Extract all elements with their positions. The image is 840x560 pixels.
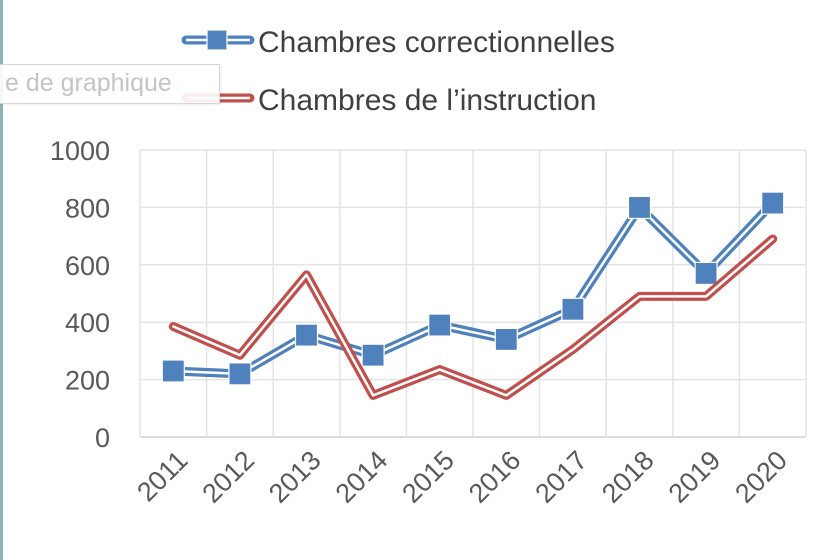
data-point-0-7[interactable] <box>627 195 652 219</box>
data-point-0-2[interactable] <box>294 323 319 347</box>
legend: Chambres correctionnelles Chambres de l’… <box>181 26 615 117</box>
chart-area-tooltip: e de graphique <box>0 64 220 104</box>
y-tick-label-2: 400 <box>65 308 110 338</box>
data-point-0-6[interactable] <box>561 297 585 321</box>
series-line-inner-1 <box>172 237 774 397</box>
x-tick-label-4: 2015 <box>396 445 460 509</box>
x-axis-ticks: 2011 2012 2013 2014 2015 2016 2017 2018 2019 2020 <box>131 445 793 509</box>
data-point-0-4[interactable] <box>428 313 452 337</box>
data-point-0-9[interactable] <box>761 191 785 215</box>
data-point-0-1[interactable] <box>228 362 252 386</box>
y-tick-label-3: 600 <box>65 251 110 281</box>
x-tick-label-2: 2013 <box>263 445 327 509</box>
data-point-0-5[interactable] <box>494 327 518 352</box>
data-point-0-3[interactable] <box>361 343 385 367</box>
data-point-0-8[interactable] <box>694 261 718 286</box>
data-point-0-0[interactable] <box>161 359 185 383</box>
y-tick-label-5: 1000 <box>50 136 110 166</box>
x-tick-label-0: 2011 <box>131 445 193 507</box>
legend-label-0: Chambres correctionnelles <box>258 26 615 59</box>
series-layer <box>161 191 785 400</box>
legend-marker-0 <box>206 29 228 51</box>
series-line-inner-0 <box>172 201 774 376</box>
y-tick-label-4: 800 <box>65 193 110 223</box>
gridlines <box>139 149 807 438</box>
legend-item-chambres-instruction[interactable]: Chambres de l’instruction <box>181 84 596 117</box>
y-axis-ticks: 0 200 400 600 800 1000 <box>50 136 110 453</box>
x-tick-label-6: 2017 <box>529 445 593 509</box>
y-tick-label-1: 200 <box>65 366 110 396</box>
window-left-edge <box>0 0 3 560</box>
x-tick-label-5: 2016 <box>463 445 527 509</box>
x-tick-label-3: 2014 <box>330 445 394 509</box>
legend-item-chambres-correctionnelles[interactable]: Chambres correctionnelles <box>181 26 615 59</box>
x-tick-label-7: 2018 <box>596 445 660 509</box>
tooltip-text: e de graphique <box>5 69 172 97</box>
y-tick-label-0: 0 <box>95 423 110 453</box>
x-tick-label-1: 2012 <box>196 445 260 509</box>
x-tick-label-9: 2020 <box>729 445 793 509</box>
x-tick-label-8: 2019 <box>663 445 727 509</box>
legend-label-1: Chambres de l’instruction <box>258 84 596 117</box>
